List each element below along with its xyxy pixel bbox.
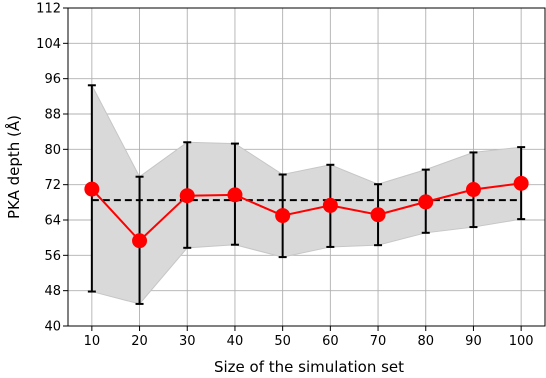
x-tick-label: 80 bbox=[417, 334, 434, 349]
data-points bbox=[84, 175, 529, 249]
data-point bbox=[275, 208, 291, 224]
series-line bbox=[91, 182, 522, 243]
y-axis-label: PKA depth (Å) bbox=[4, 115, 23, 219]
x-tick-label: 50 bbox=[274, 334, 291, 349]
data-point bbox=[179, 188, 195, 204]
y-tick-label: 48 bbox=[44, 284, 61, 299]
x-tick-label: 70 bbox=[370, 334, 387, 349]
x-tick-label: 90 bbox=[465, 334, 482, 349]
data-point bbox=[465, 182, 481, 198]
x-tick-label: 10 bbox=[84, 334, 101, 349]
x-axis-label: Size of the simulation set bbox=[214, 358, 404, 376]
data-point bbox=[227, 187, 243, 203]
y-tick-label: 72 bbox=[44, 178, 61, 193]
x-tick-label: 20 bbox=[131, 334, 148, 349]
y-tick-label: 56 bbox=[44, 249, 61, 264]
x-tick-label: 100 bbox=[509, 334, 534, 349]
y-tick-label: 96 bbox=[44, 72, 61, 87]
data-point bbox=[513, 175, 529, 191]
plot-frame bbox=[67, 7, 546, 327]
data-point bbox=[322, 197, 338, 213]
x-tick-label: 30 bbox=[179, 334, 196, 349]
data-point bbox=[84, 181, 100, 197]
y-tick-label: 40 bbox=[44, 320, 61, 335]
y-tick-label: 104 bbox=[36, 37, 61, 52]
y-axis-ticks: 40 48 56 64 72 80 88 96 104 112 bbox=[36, 2, 68, 335]
y-tick-label: 88 bbox=[44, 108, 61, 123]
data-point bbox=[418, 194, 434, 210]
data-point bbox=[132, 233, 148, 249]
data-point bbox=[370, 207, 386, 223]
x-axis-ticks: 10 20 30 40 50 60 70 80 90 100 bbox=[84, 326, 534, 349]
x-tick-label: 40 bbox=[227, 334, 244, 349]
y-tick-label: 64 bbox=[44, 214, 61, 229]
y-tick-label: 80 bbox=[44, 143, 61, 158]
x-tick-label: 60 bbox=[322, 334, 339, 349]
y-tick-label: 112 bbox=[36, 2, 61, 17]
